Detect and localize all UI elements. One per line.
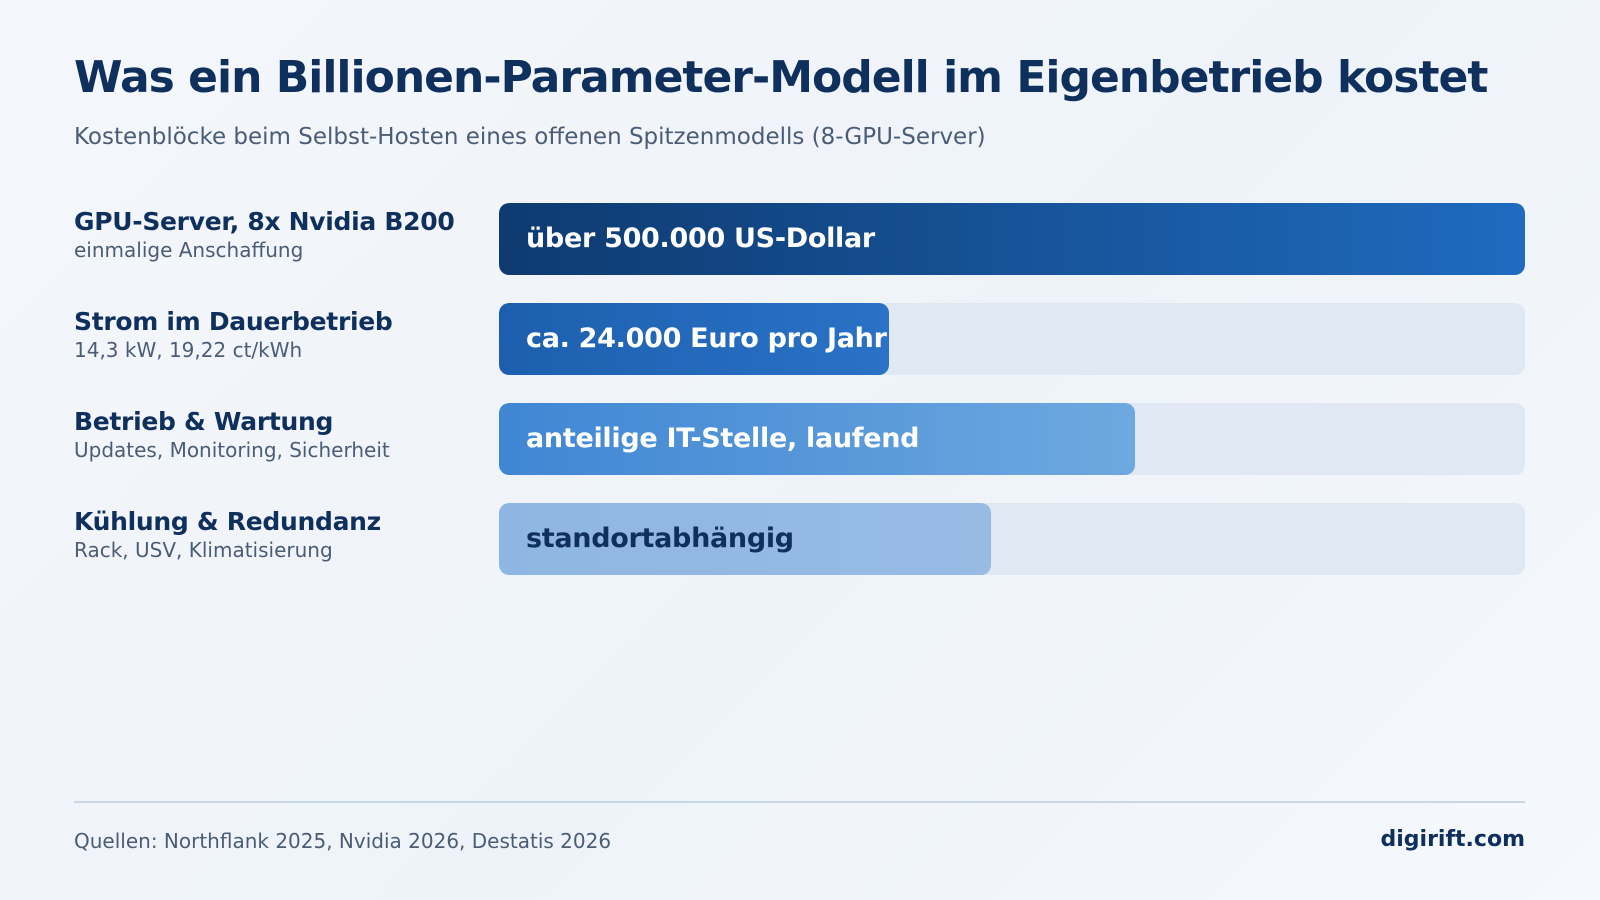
bar-track: anteilige IT-Stelle, laufend	[499, 403, 1525, 475]
bar-row-label: GPU-Server, 8x Nvidia B200 einmalige Ansc…	[74, 207, 494, 262]
category-detail: einmalige Anschaffung	[74, 238, 304, 262]
bar-value-label: anteilige IT-Stelle, laufend	[526, 423, 920, 454]
chart-title: Was ein Billionen-Parameter-Modell im Ei…	[74, 52, 1488, 103]
bar-value-label: über 500.000 US-Dollar	[526, 223, 875, 254]
bar-track: standortabhängig	[499, 503, 1525, 575]
category-detail: 14,3 kW, 19,22 ct/kWh	[74, 338, 303, 362]
bar	[499, 203, 1525, 275]
footer-divider	[74, 801, 1525, 803]
bar-row: GPU-Server, 8x Nvidia B200 einmalige Ansc…	[74, 203, 1525, 275]
category-name: Kühlung & Redundanz	[74, 507, 381, 536]
source-note: Quellen: Northflank 2025, Nvidia 2026, D…	[74, 829, 612, 853]
bar-row-label: Betrieb & Wartung Updates, Monitoring, Si…	[74, 407, 494, 462]
bar	[499, 503, 992, 575]
bar-row-label: Strom im Dauerbetrieb 14,3 kW, 19,22 ct/k…	[74, 307, 494, 362]
category-detail: Updates, Monitoring, Sicherheit	[74, 438, 390, 462]
category-name: Strom im Dauerbetrieb	[74, 307, 393, 336]
bar-row-label: Kühlung & Redundanz Rack, USV, Klimatisie…	[74, 507, 494, 562]
bar-row: Strom im Dauerbetrieb 14,3 kW, 19,22 ct/k…	[74, 303, 1525, 375]
bar-track: ca. 24.000 Euro pro Jahr	[499, 303, 1525, 375]
category-detail: Rack, USV, Klimatisierung	[74, 538, 333, 562]
bar	[499, 403, 1136, 475]
bar-value-label: ca. 24.000 Euro pro Jahr	[526, 323, 887, 354]
bar-track: über 500.000 US-Dollar	[499, 203, 1525, 275]
category-name: GPU-Server, 8x Nvidia B200	[74, 207, 455, 236]
bar-row: Betrieb & Wartung Updates, Monitoring, Si…	[74, 403, 1525, 475]
brand-link[interactable]: digirift.com	[1380, 827, 1526, 852]
chart-subtitle: Kostenblöcke beim Selbst-Hosten eines of…	[74, 124, 986, 150]
bar	[499, 303, 889, 375]
bar-row: Kühlung & Redundanz Rack, USV, Klimatisie…	[74, 503, 1525, 575]
bar-value-label: standortabhängig	[526, 523, 794, 554]
category-name: Betrieb & Wartung	[74, 407, 334, 436]
